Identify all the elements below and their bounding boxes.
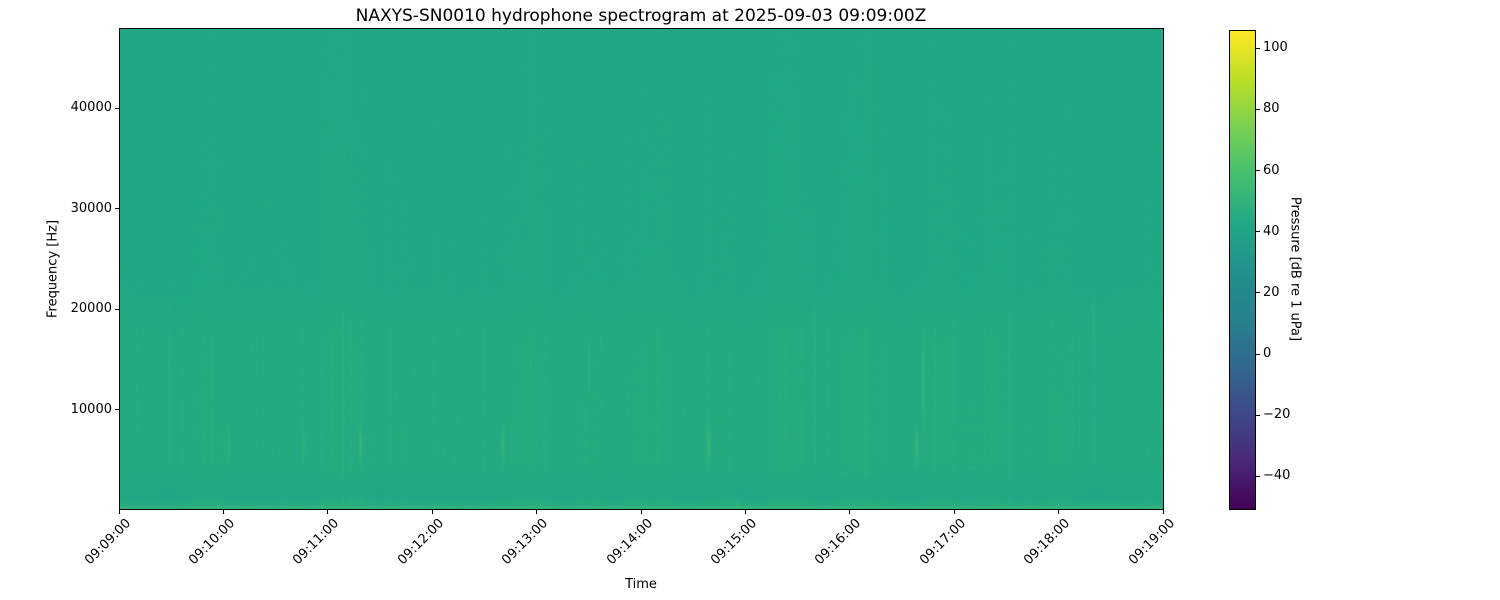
y-tickmark [115, 308, 119, 310]
colorbar-tickmark [1256, 414, 1260, 416]
x-tickmark [536, 510, 538, 514]
colorbar-tick-label: 60 [1263, 162, 1280, 178]
colorbar-label: Pressure [dB re 1 uPa] [1287, 196, 1303, 342]
colorbar-tickmark [1256, 170, 1260, 172]
x-tickmark [118, 510, 120, 514]
x-tick-label: 09:12:00 [394, 516, 447, 568]
spectrogram-heatmap [120, 29, 1163, 509]
colorbar [1229, 30, 1256, 510]
colorbar-tick-label: 20 [1263, 284, 1280, 300]
colorbar-tickmark [1256, 231, 1260, 233]
colorbar-tickmark [1256, 475, 1260, 477]
x-tickmark [849, 510, 851, 514]
x-tick-label: 09:17:00 [916, 516, 969, 568]
y-tick-label: 20000 [70, 301, 112, 317]
y-tickmark [115, 208, 119, 210]
chart-title: NAXYS-SN0010 hydrophone spectrogram at 2… [355, 6, 927, 26]
y-tick-label: 10000 [70, 401, 112, 417]
x-axis-label: Time [625, 577, 657, 592]
x-tick-label: 09:13:00 [499, 516, 552, 568]
x-tick-label: 09:19:00 [1125, 516, 1178, 568]
x-tickmark [222, 510, 224, 514]
colorbar-tick-label: −40 [1263, 468, 1291, 484]
x-tick-label: 09:09:00 [81, 516, 134, 568]
y-tickmark [115, 107, 119, 109]
colorbar-tick-label: 0 [1263, 346, 1272, 362]
x-tick-label: 09:11:00 [290, 516, 343, 568]
colorbar-tick-label: 100 [1263, 40, 1288, 56]
x-tickmark [1162, 510, 1164, 514]
y-tickmark [115, 409, 119, 411]
spectrogram-plot-area [119, 28, 1164, 510]
x-tick-label: 09:15:00 [708, 516, 761, 568]
x-tickmark [953, 510, 955, 514]
y-tick-label: 40000 [70, 100, 112, 116]
colorbar-gradient [1230, 31, 1255, 509]
x-tickmark [431, 510, 433, 514]
colorbar-tick-label: 80 [1263, 101, 1280, 117]
colorbar-tick-label: −20 [1263, 407, 1291, 423]
x-tickmark [640, 510, 642, 514]
x-tick-label: 09:14:00 [603, 516, 656, 568]
colorbar-tickmark [1256, 292, 1260, 294]
x-tick-label: 09:16:00 [812, 516, 865, 568]
y-tick-label: 30000 [70, 200, 112, 216]
colorbar-tickmark [1256, 47, 1260, 49]
x-tick-label: 09:10:00 [186, 516, 239, 568]
x-tickmark [327, 510, 329, 514]
colorbar-tickmark [1256, 108, 1260, 110]
x-tickmark [1058, 510, 1060, 514]
colorbar-tickmark [1256, 353, 1260, 355]
x-tickmark [744, 510, 746, 514]
x-tick-label: 09:18:00 [1021, 516, 1074, 568]
colorbar-tick-label: 40 [1263, 223, 1280, 239]
